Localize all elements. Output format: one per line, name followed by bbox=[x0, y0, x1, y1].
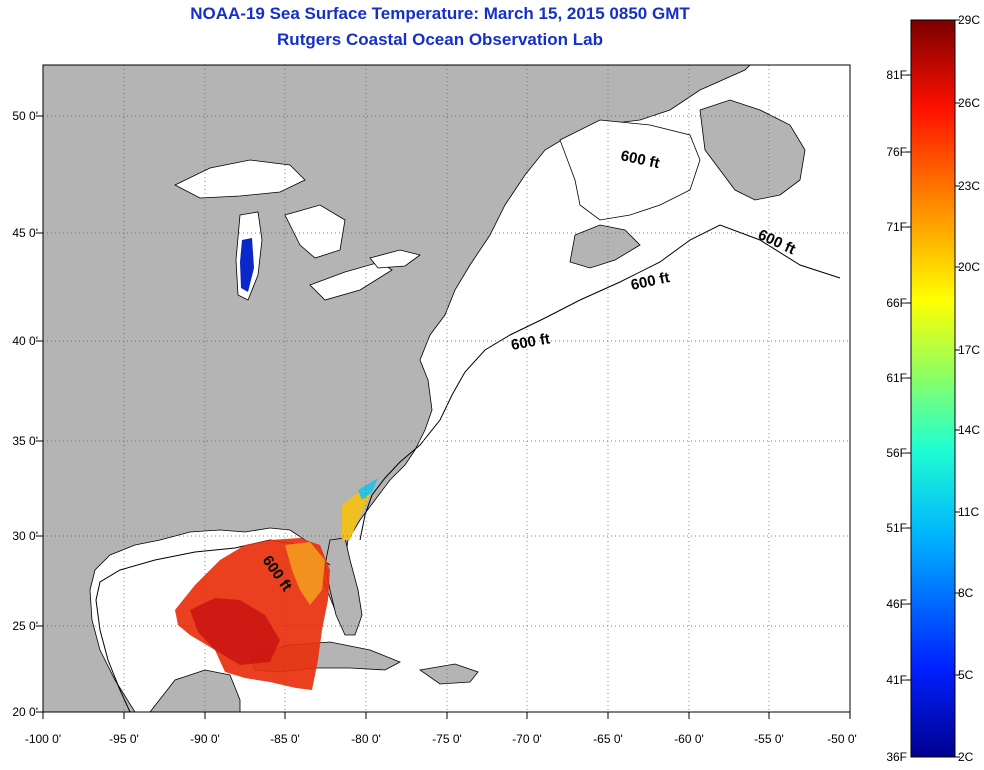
isobath-label: 600 ft bbox=[510, 330, 552, 354]
lat-label: 35 0' bbox=[12, 434, 38, 448]
colorbar-label-f: 61F bbox=[886, 371, 907, 385]
lake-huron bbox=[284, 204, 346, 259]
colorbar-label-f: 51F bbox=[886, 521, 907, 535]
land-hispaniola bbox=[418, 663, 479, 685]
land-nova-scotia bbox=[569, 224, 641, 269]
colorbar-label-c: 17C bbox=[958, 343, 981, 357]
colorbar-label-c: 14C bbox=[958, 423, 981, 437]
colorbar-label-f: 46F bbox=[886, 597, 907, 611]
lon-label: -90 0' bbox=[190, 732, 220, 746]
colorbar-label-f: 56F bbox=[886, 446, 907, 460]
land-yucatan bbox=[149, 669, 241, 712]
colorbar-label-c: 5C bbox=[958, 668, 974, 682]
colorbar-ticks bbox=[906, 19, 960, 758]
colorbar bbox=[910, 19, 956, 758]
lon-label: -65 0' bbox=[593, 732, 623, 746]
lake-superior bbox=[174, 159, 306, 199]
colorbar-label-f: 66F bbox=[886, 296, 907, 310]
title-main: NOAA-19 Sea Surface Temperature: March 1… bbox=[190, 4, 690, 23]
colorbar-label-c: 20C bbox=[958, 260, 981, 274]
title-subtitle: Rutgers Coastal Ocean Observation Lab bbox=[277, 30, 603, 49]
lon-label: -100 0' bbox=[24, 732, 62, 746]
colorbar-label-c: 8C bbox=[958, 586, 974, 600]
lat-label: 45 0' bbox=[12, 226, 38, 240]
sst-swath-gulf-warm bbox=[285, 542, 325, 605]
lon-label: -75 0' bbox=[432, 732, 462, 746]
sst-swath-gulf-core bbox=[190, 598, 280, 665]
colorbar-label-c: 26C bbox=[958, 96, 981, 110]
lon-label: -95 0' bbox=[109, 732, 139, 746]
colorbar-label-f: 36F bbox=[886, 750, 907, 764]
lon-label: -80 0' bbox=[351, 732, 381, 746]
colorbar-label-f: 71F bbox=[886, 220, 907, 234]
gulf-st-lawrence bbox=[559, 119, 701, 221]
lat-lon-grid bbox=[43, 65, 850, 712]
lat-label: 50 0' bbox=[12, 109, 38, 123]
lat-label: 20 0' bbox=[12, 705, 38, 719]
lon-label: -55 0' bbox=[754, 732, 784, 746]
lon-label: -50 0' bbox=[827, 732, 857, 746]
lat-label: 40 0' bbox=[12, 334, 38, 348]
isobath-atlantic bbox=[359, 224, 841, 541]
lake-erie bbox=[309, 261, 393, 301]
land-newfoundland bbox=[699, 99, 806, 201]
lat-label: 30 0' bbox=[12, 529, 38, 543]
lat-label: 25 0' bbox=[12, 619, 38, 633]
lake-michigan-sst bbox=[240, 238, 254, 292]
lon-label: -85 0' bbox=[270, 732, 300, 746]
colorbar-label-c: 2C bbox=[958, 750, 974, 764]
colorbar-label-c: 29C bbox=[958, 13, 981, 27]
colorbar-label-f: 41F bbox=[886, 673, 907, 687]
colorbar-label-f: 76F bbox=[886, 145, 907, 159]
lake-ontario bbox=[369, 249, 421, 269]
colorbar-label-c: 11C bbox=[958, 505, 980, 519]
sst-swath-atlantic-cool bbox=[358, 478, 378, 500]
colorbar-label-c: 23C bbox=[958, 179, 981, 193]
lon-label: -60 0' bbox=[674, 732, 704, 746]
colorbar-label-f: 81F bbox=[886, 68, 907, 82]
tick-marks bbox=[36, 115, 851, 719]
lon-label: -70 0' bbox=[512, 732, 542, 746]
